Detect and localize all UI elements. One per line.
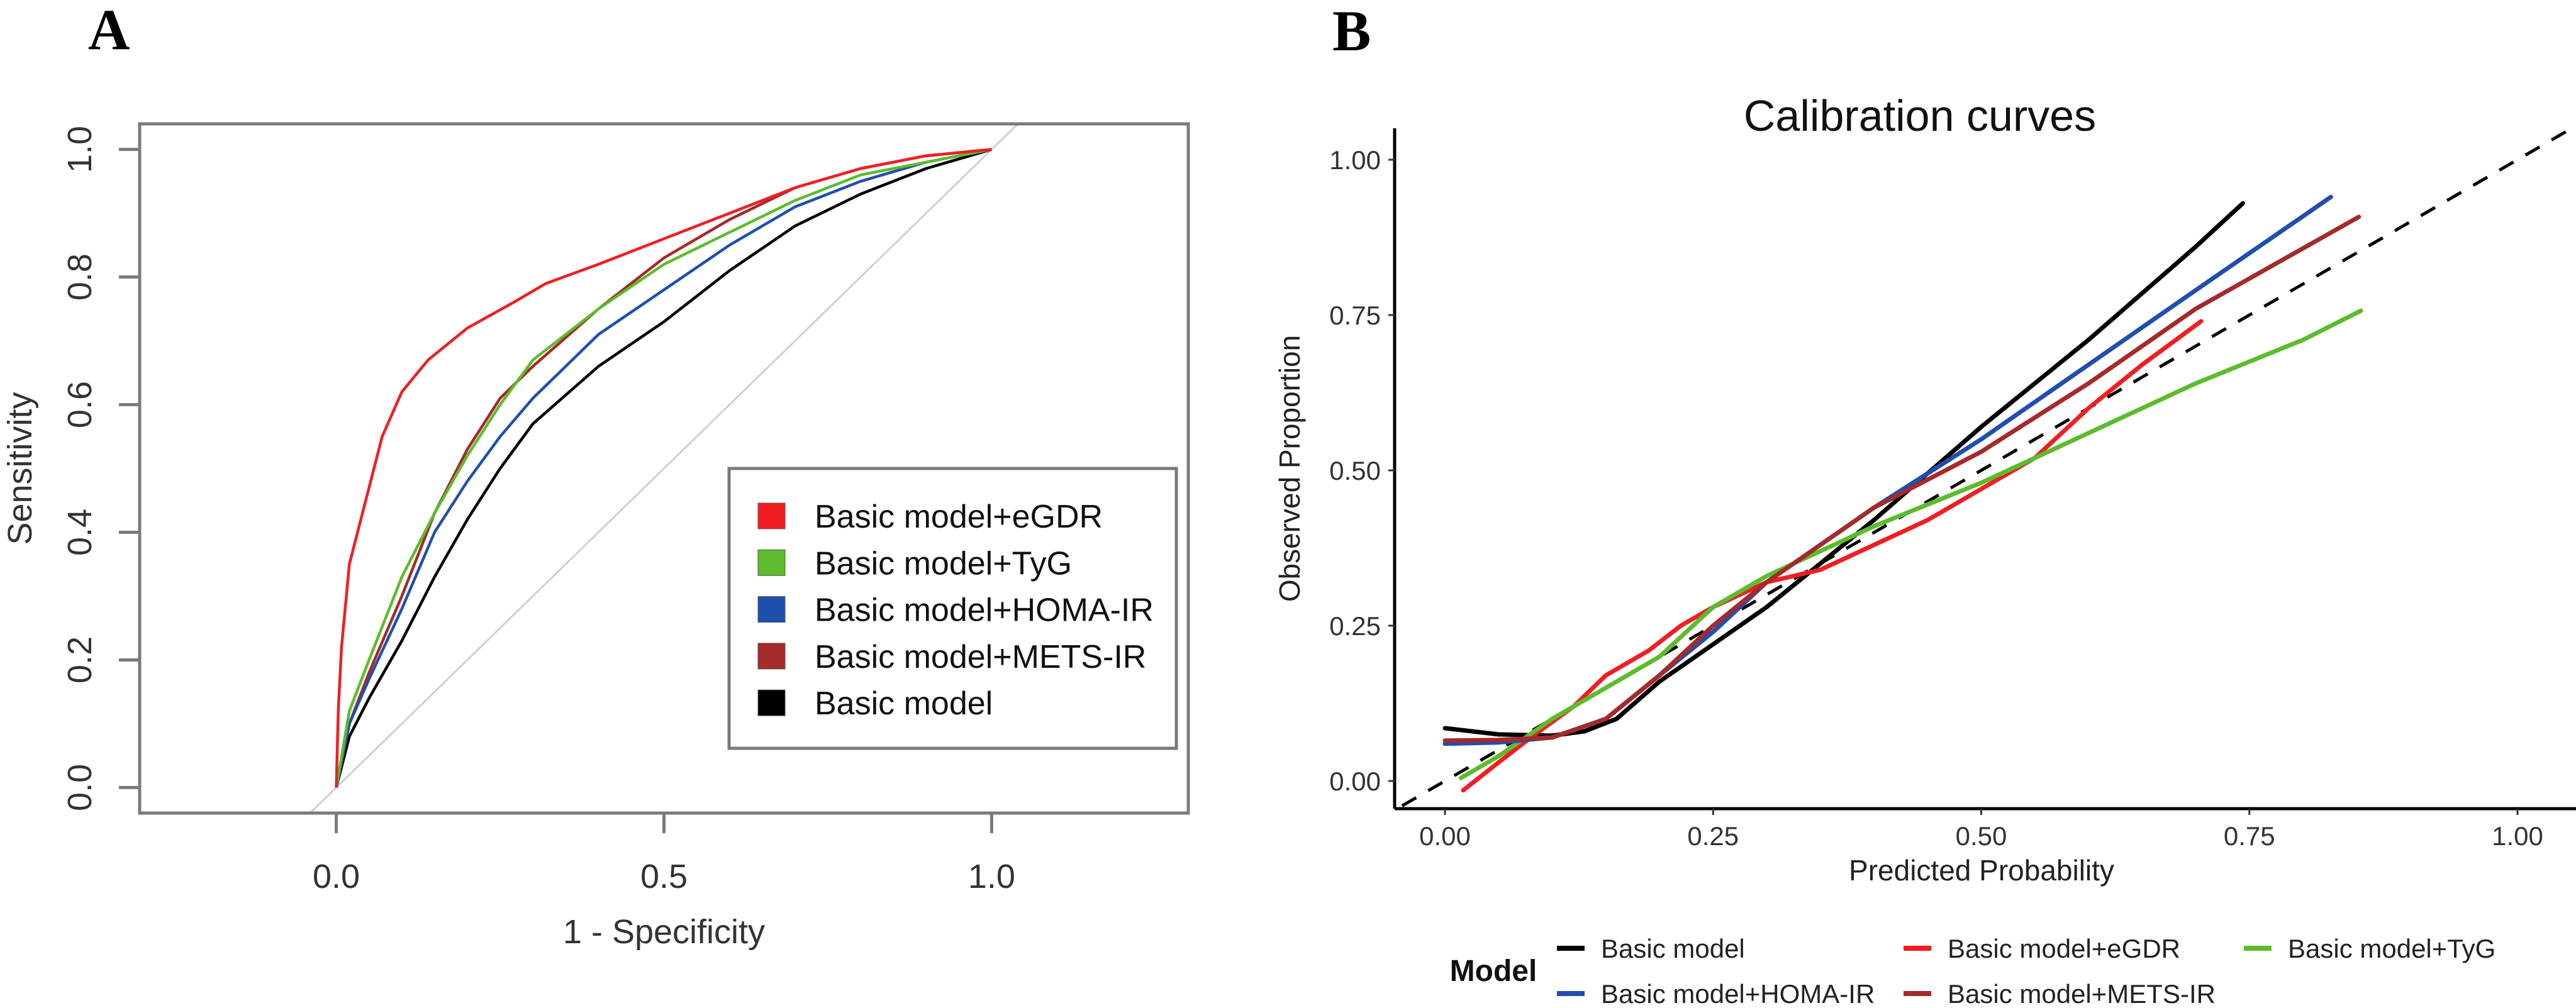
- calibration-curve-basic-model: [1442, 201, 2245, 738]
- roc-curve-basic-model-homa-ir: [335, 148, 992, 788]
- x-tick-label: 0.5: [640, 858, 688, 895]
- panel-b-label: B: [1332, 0, 1371, 63]
- y-tick-label: 0.75: [1329, 301, 1381, 330]
- legend-box: [727, 467, 1178, 750]
- roc-chart: 0.0 0.2 0.4 0.6 0.8 1.0 0.0 0.5 1.0 1 - Specifici…: [1, 122, 1190, 951]
- y-tick-label: 0.4: [61, 509, 99, 556]
- y-axis-label: Observed Proportion: [1273, 335, 1306, 602]
- x-tick-label: 1.0: [968, 858, 1015, 895]
- x-tick-label: 0.75: [2224, 821, 2275, 851]
- legend-label: Basic model+eGDR: [1948, 934, 2180, 963]
- roc-curve-basic-model-tyg: [335, 148, 992, 788]
- legend-swatch: [757, 596, 786, 623]
- legend-label: Basic model+TyG: [815, 545, 1072, 582]
- chart-title: Calibration curves: [1744, 91, 2096, 140]
- legend: Model Basic model Basic model+eGDR Basic mo…: [1450, 934, 2496, 1008]
- y-axis-label: Sensitivity: [1, 392, 39, 545]
- legend-label: Basic model: [1601, 934, 1745, 963]
- roc-curve-basic-model: [335, 148, 993, 788]
- legend-label: Basic model+METS-IR: [1948, 979, 2216, 1008]
- y-tick-label: 1.0: [61, 126, 99, 173]
- legend-swatch: [757, 549, 786, 576]
- legend-swatch: [757, 643, 786, 670]
- y-tick-label: 1.00: [1329, 145, 1381, 175]
- x-axis-label: Predicted Probability: [1849, 854, 2114, 887]
- x-tick-label: 0.50: [1956, 821, 2007, 851]
- y-tick-label: 0.25: [1329, 611, 1381, 641]
- x-tick-label: 0.0: [313, 858, 360, 895]
- calibration-curve-basic-model-mets-ir: [1442, 214, 2361, 743]
- legend-swatch: [757, 502, 786, 529]
- x-tick-label: 0.25: [1687, 821, 1739, 851]
- y-tick-label: 0.00: [1329, 767, 1381, 796]
- legend-title: Model: [1450, 955, 1537, 988]
- panel-a-label: A: [88, 0, 130, 62]
- y-tick-label: 0.50: [1329, 456, 1381, 485]
- reference-diagonal: [309, 124, 1019, 813]
- legend-label: Basic model+HOMA-IR: [1601, 979, 1875, 1008]
- legend-label: Basic model+METS-IR: [815, 639, 1146, 675]
- legend: Basic model+eGDR Basic model+TyG Basic mod…: [727, 467, 1178, 750]
- y-tick-label: 0.8: [61, 253, 99, 301]
- roc-curve-basic-model-egdr: [335, 148, 992, 788]
- y-tick-label: 0.0: [61, 764, 99, 811]
- x-axis-label: 1 - Specificity: [563, 913, 765, 951]
- y-tick-label: 0.2: [61, 636, 99, 684]
- x-tick-label: 1.00: [2492, 821, 2543, 851]
- legend-label: Basic model+TyG: [2288, 934, 2495, 963]
- legend-label: Basic model+eGDR: [815, 499, 1103, 535]
- legend-label: Basic model+HOMA-IR: [815, 592, 1154, 629]
- legend-swatch: [757, 689, 786, 716]
- y-tick-label: 0.6: [61, 381, 99, 428]
- calibration-curve-basic-model-tyg: [1459, 308, 2363, 780]
- legend-label: Basic model: [815, 685, 993, 722]
- calibration-curve-basic-model-homa-ir: [1442, 194, 2333, 746]
- calibration-chart: 0.00 0.25 0.50 0.75 1.00 0.00 0.25 0.50 0.75 1.00…: [1273, 91, 2576, 1008]
- x-tick-label: 0.00: [1419, 821, 1471, 851]
